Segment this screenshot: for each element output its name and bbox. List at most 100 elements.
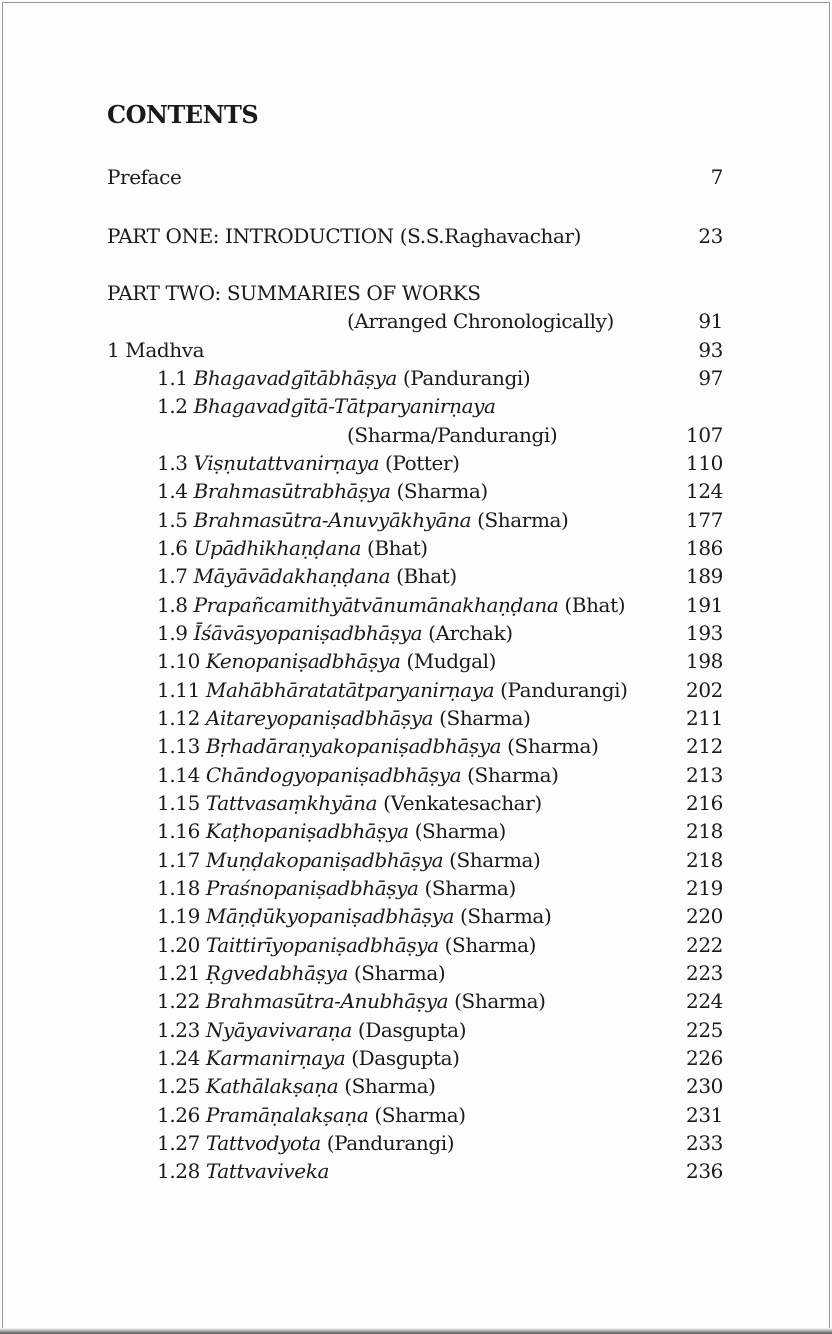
entry-number: 1.14 [157,762,200,787]
entry-label: (Sharma) [454,989,546,1014]
entry-label: Madhva [125,337,205,362]
entry-number: 1.22 [157,989,200,1014]
page-number: 222 [686,932,723,957]
toc-entry-text: PART ONE: INTRODUCTION (S.S.Raghavachar) [107,224,581,248]
page-number: 236 [686,1159,723,1184]
entry-label: (Bhat) [366,535,428,560]
toc-entry-text: 1.6 Upādhikhaṇḍana (Bhat) [107,536,428,560]
toc-entry: 1.15 Tattvasaṃkhyāna (Venkatesachar) 216 [107,789,723,817]
entry-title: Ṛgvedabhāṣya [205,960,348,985]
page-number: 193 [686,620,723,645]
toc-entry-text: 1.11 Mahābhāratatātparyanirṇaya (Pandura… [107,678,628,702]
toc-entry-text: 1.22 Brahmasūtra-Anubhāṣya (Sharma) [107,989,546,1013]
toc-entry: 1.21 Ṛgvedabhāṣya (Sharma) 223 [107,959,723,987]
toc-entry: 1.27 Tattvodyota (Pandurangi) 233 [107,1129,723,1157]
toc-entry-text: 1.2 Bhagavadgītā-Tātparyanirṇaya [107,394,496,418]
page-number: 211 [686,705,723,730]
entry-number: 1.15 [157,790,200,815]
toc-entry: 1.2 Bhagavadgītā-Tātparyanirṇaya [107,392,723,420]
entry-number: 1.4 [157,479,188,504]
toc-entry: 1.3 Viṣṇutattvanirṇaya (Potter) 110 [107,449,723,477]
toc-entry-text: 1.8 Prapañcamithyātvānumānakhaṇḍana (Bha… [107,593,626,617]
page-number: 220 [686,904,723,929]
toc-entry: 1.23 Nyāyavivaraṇa (Dasgupta) 225 [107,1016,723,1044]
entry-title: Bhagavadgītābhāṣya [193,365,398,390]
toc-entry-text: 1.7 Māyāvādakhaṇḍana (Bhat) [107,564,457,588]
toc-entry-text: PART TWO: SUMMARIES OF WORKS [107,281,481,305]
toc-entry: 1.18 Praśnopaniṣadbhāṣya (Sharma) 219 [107,874,723,902]
page-number: 7 [710,165,724,189]
entry-title: Muṇḍakopaniṣadbhāṣya [205,847,444,872]
toc-entry-text: 1.21 Ṛgvedabhāṣya (Sharma) [107,960,446,985]
toc-entry: 1.4 Brahmasūtrabhāṣya (Sharma) 124 [107,477,723,505]
page-number: 223 [686,960,723,985]
page-number: 107 [686,422,723,447]
page-number: 225 [686,1017,723,1042]
toc-entry-text: 1.23 Nyāyavivaraṇa (Dasgupta) [107,1017,467,1042]
entry-title: Kenopaniṣadbhāṣya [205,649,401,674]
toc-entry-text: 1.9 Īśāvāsyopaniṣadbhāṣya (Archak) [107,621,513,645]
page-number: 189 [686,564,723,589]
entry-label: (Sharma) [467,762,559,787]
entry-number: 1.5 [157,507,188,532]
entry-number: 1.26 [157,1102,200,1127]
entry-title: Tattvaviveka [205,1159,329,1184]
entry-label: (Sharma) [449,847,541,872]
toc-entry: PART TWO: SUMMARIES OF WORKS [107,279,723,307]
entry-number: 1.12 [157,705,200,730]
entry-label: (Arranged Chronologically) [347,309,614,334]
entry-title: Tattvasaṃkhyāna [205,790,378,815]
toc-entry-text: 1.14 Chāndogyopaniṣadbhāṣya (Sharma) [107,763,559,787]
entry-title: Chāndogyopaniṣadbhāṣya [205,762,462,787]
toc-entry-text: 1.19 Māṇḍūkyopaniṣadbhāṣya (Sharma) [107,904,552,929]
toc-entry: 1.11 Mahābhāratatātparyanirṇaya (Pandura… [107,676,723,704]
entry-number: 1.2 [157,394,188,419]
entry-number: 1.17 [157,847,200,872]
page-title: CONTENTS [107,100,259,129]
toc-entry: 1.20 Taittirīyopaniṣadbhāṣya (Sharma) 22… [107,931,723,959]
page-number: 230 [686,1074,723,1099]
toc-entry-text: 1.20 Taittirīyopaniṣadbhāṣya (Sharma) [107,933,536,957]
toc-entry: 1.14 Chāndogyopaniṣadbhāṣya (Sharma) 213 [107,761,723,789]
toc-entry: 1.6 Upādhikhaṇḍana (Bhat) 186 [107,534,723,562]
page-number: 231 [686,1102,723,1127]
toc-entry: 1.19 Māṇḍūkyopaniṣadbhāṣya (Sharma) 220 [107,902,723,930]
entry-number: 1.11 [157,677,200,702]
page-number: 124 [686,479,723,504]
entry-number: 1.1 [157,365,188,390]
entry-label: (Dasgupta) [357,1017,467,1042]
entry-title: Nyāyavivaraṇa [205,1017,352,1042]
page-number: 97 [698,365,723,390]
entry-label: (Pandurangi) [500,677,628,702]
page-number: 226 [686,1045,723,1070]
entry-number: 1.3 [157,450,188,475]
page-number: 216 [686,790,723,815]
entry-number: 1.18 [157,875,200,900]
entry-title: Bhagavadgītā-Tātparyanirṇaya [193,394,496,419]
toc-entry: 1 Madhva 93 [107,336,723,364]
toc-entry: 1.8 Prapañcamithyātvānumānakhaṇḍana (Bha… [107,591,723,619]
toc-entry-text: 1.26 Pramāṇalakṣaṇa (Sharma) [107,1103,466,1127]
page-number: 212 [686,734,723,759]
toc-entry-text: 1.28 Tattvaviveka [107,1159,329,1183]
page-number: 219 [686,875,723,900]
entry-title: Aitareyopaniṣadbhāṣya [205,705,434,730]
entry-label: (Sharma) [444,932,537,957]
entry-label: (Sharma) [344,1074,436,1099]
toc-entry-text: 1.24 Karmanirṇaya (Dasgupta) [107,1046,460,1070]
entry-label: (Pandurangi) [402,365,531,390]
page-number: 91 [698,309,723,334]
entry-number: 1.6 [157,535,188,560]
toc-entry-text: 1.1 Bhagavadgītābhāṣya (Pandurangi) [107,365,531,390]
page-edge-shadow [0,1328,832,1334]
toc-entry: PART ONE: INTRODUCTION (S.S.Raghavachar)… [107,222,723,250]
page-number: 23 [698,224,723,248]
entry-label: (Sharma) [353,960,446,985]
entry-title: Māṇḍūkyopaniṣadbhāṣya [205,904,455,929]
entry-title: Mahābhāratatātparyanirṇaya [205,677,495,702]
toc-entry: 1.17 Muṇḍakopaniṣadbhāṣya (Sharma) 218 [107,846,723,874]
toc-entry-text: 1.27 Tattvodyota (Pandurangi) [107,1131,455,1155]
entry-label: (Sharma/Pandurangi) [347,422,558,447]
entry-label: (Bhat) [396,564,457,589]
entry-number: 1.10 [157,649,200,674]
